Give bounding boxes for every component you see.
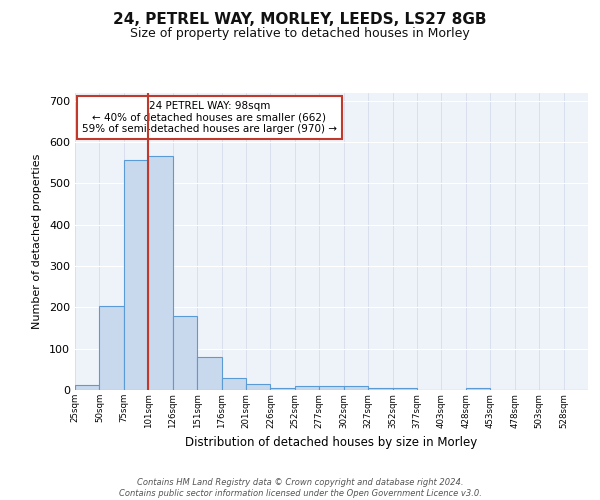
- Text: 24, PETREL WAY, MORLEY, LEEDS, LS27 8GB: 24, PETREL WAY, MORLEY, LEEDS, LS27 8GB: [113, 12, 487, 28]
- Bar: [100, 306, 124, 390]
- Bar: [173, 316, 197, 390]
- Bar: [197, 358, 221, 390]
- Bar: [75, 385, 100, 390]
- Bar: [319, 386, 344, 390]
- Text: 24 PETREL WAY: 98sqm
← 40% of detached houses are smaller (662)
59% of semi-deta: 24 PETREL WAY: 98sqm ← 40% of detached h…: [82, 101, 337, 134]
- Bar: [466, 388, 490, 390]
- Text: Contains HM Land Registry data © Crown copyright and database right 2024.
Contai: Contains HM Land Registry data © Crown c…: [119, 478, 481, 498]
- Y-axis label: Number of detached properties: Number of detached properties: [32, 154, 42, 329]
- Text: Size of property relative to detached houses in Morley: Size of property relative to detached ho…: [130, 26, 470, 40]
- Bar: [221, 378, 246, 390]
- Bar: [148, 156, 173, 390]
- Bar: [295, 386, 319, 390]
- X-axis label: Distribution of detached houses by size in Morley: Distribution of detached houses by size …: [185, 436, 478, 449]
- Bar: [368, 388, 392, 390]
- Bar: [392, 388, 417, 390]
- Bar: [124, 160, 148, 390]
- Bar: [271, 388, 295, 390]
- Bar: [344, 386, 368, 390]
- Bar: [246, 384, 271, 390]
